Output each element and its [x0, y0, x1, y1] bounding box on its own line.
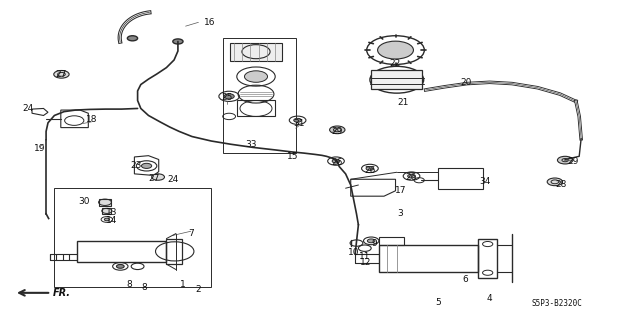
Text: 11: 11 — [359, 252, 371, 261]
Bar — [379, 237, 404, 245]
Text: 9: 9 — [372, 239, 377, 248]
Bar — [99, 199, 111, 206]
Text: 20: 20 — [460, 78, 472, 87]
Text: FR.: FR. — [53, 288, 71, 298]
Circle shape — [366, 167, 374, 170]
Text: 2: 2 — [196, 285, 201, 294]
Circle shape — [547, 178, 563, 186]
Text: 12: 12 — [360, 258, 371, 267]
Text: 13: 13 — [106, 208, 117, 217]
Text: S5P3-B2320C: S5P3-B2320C — [531, 299, 582, 308]
Text: 22: 22 — [389, 59, 401, 68]
Text: 8: 8 — [141, 283, 147, 292]
Circle shape — [127, 36, 138, 41]
Circle shape — [224, 94, 234, 99]
Text: 3: 3 — [397, 209, 403, 218]
Text: 31: 31 — [294, 119, 305, 128]
Bar — [230, 43, 282, 61]
Text: 34: 34 — [479, 177, 491, 186]
Text: 25: 25 — [221, 93, 232, 102]
Text: 30: 30 — [79, 197, 90, 206]
Circle shape — [116, 264, 124, 268]
Circle shape — [294, 118, 301, 122]
Text: 27: 27 — [56, 70, 67, 79]
Text: 18: 18 — [86, 115, 97, 124]
Text: 8: 8 — [127, 280, 132, 289]
Bar — [371, 70, 422, 89]
Text: 33: 33 — [246, 140, 257, 149]
Bar — [166, 239, 182, 264]
Text: 29: 29 — [568, 157, 579, 166]
Text: 15: 15 — [287, 152, 299, 161]
Text: 28: 28 — [556, 180, 567, 189]
Text: 16: 16 — [204, 18, 216, 27]
Bar — [379, 245, 478, 272]
Text: 26: 26 — [332, 158, 343, 167]
Circle shape — [332, 159, 340, 163]
Text: 19: 19 — [34, 145, 45, 153]
Bar — [478, 239, 497, 278]
Text: 27: 27 — [148, 174, 159, 183]
Text: 10: 10 — [348, 248, 360, 257]
Text: 1: 1 — [180, 280, 185, 289]
Text: 17: 17 — [395, 186, 406, 195]
Text: 4: 4 — [487, 294, 492, 303]
Circle shape — [173, 39, 183, 44]
Bar — [102, 208, 111, 214]
Circle shape — [104, 218, 109, 221]
Text: 14: 14 — [106, 216, 117, 225]
Text: 5: 5 — [436, 298, 441, 307]
Text: 23: 23 — [131, 161, 142, 170]
Circle shape — [330, 126, 345, 134]
Circle shape — [54, 70, 69, 78]
Text: 26: 26 — [406, 173, 417, 182]
Bar — [237, 100, 275, 116]
Bar — [223, 38, 296, 153]
Circle shape — [141, 163, 152, 168]
Circle shape — [557, 156, 573, 164]
Circle shape — [152, 174, 164, 180]
Bar — [77, 241, 166, 262]
Circle shape — [244, 71, 268, 82]
Text: 21: 21 — [397, 98, 409, 107]
Bar — [54, 188, 211, 287]
Bar — [438, 168, 483, 189]
Text: 26: 26 — [364, 166, 376, 174]
Circle shape — [367, 239, 375, 243]
Text: 24: 24 — [22, 104, 33, 113]
Circle shape — [408, 174, 415, 178]
Text: 29: 29 — [332, 127, 343, 136]
Text: 7: 7 — [188, 229, 193, 238]
Text: 6: 6 — [463, 275, 468, 284]
Circle shape — [378, 41, 413, 59]
Text: 24: 24 — [167, 175, 179, 184]
